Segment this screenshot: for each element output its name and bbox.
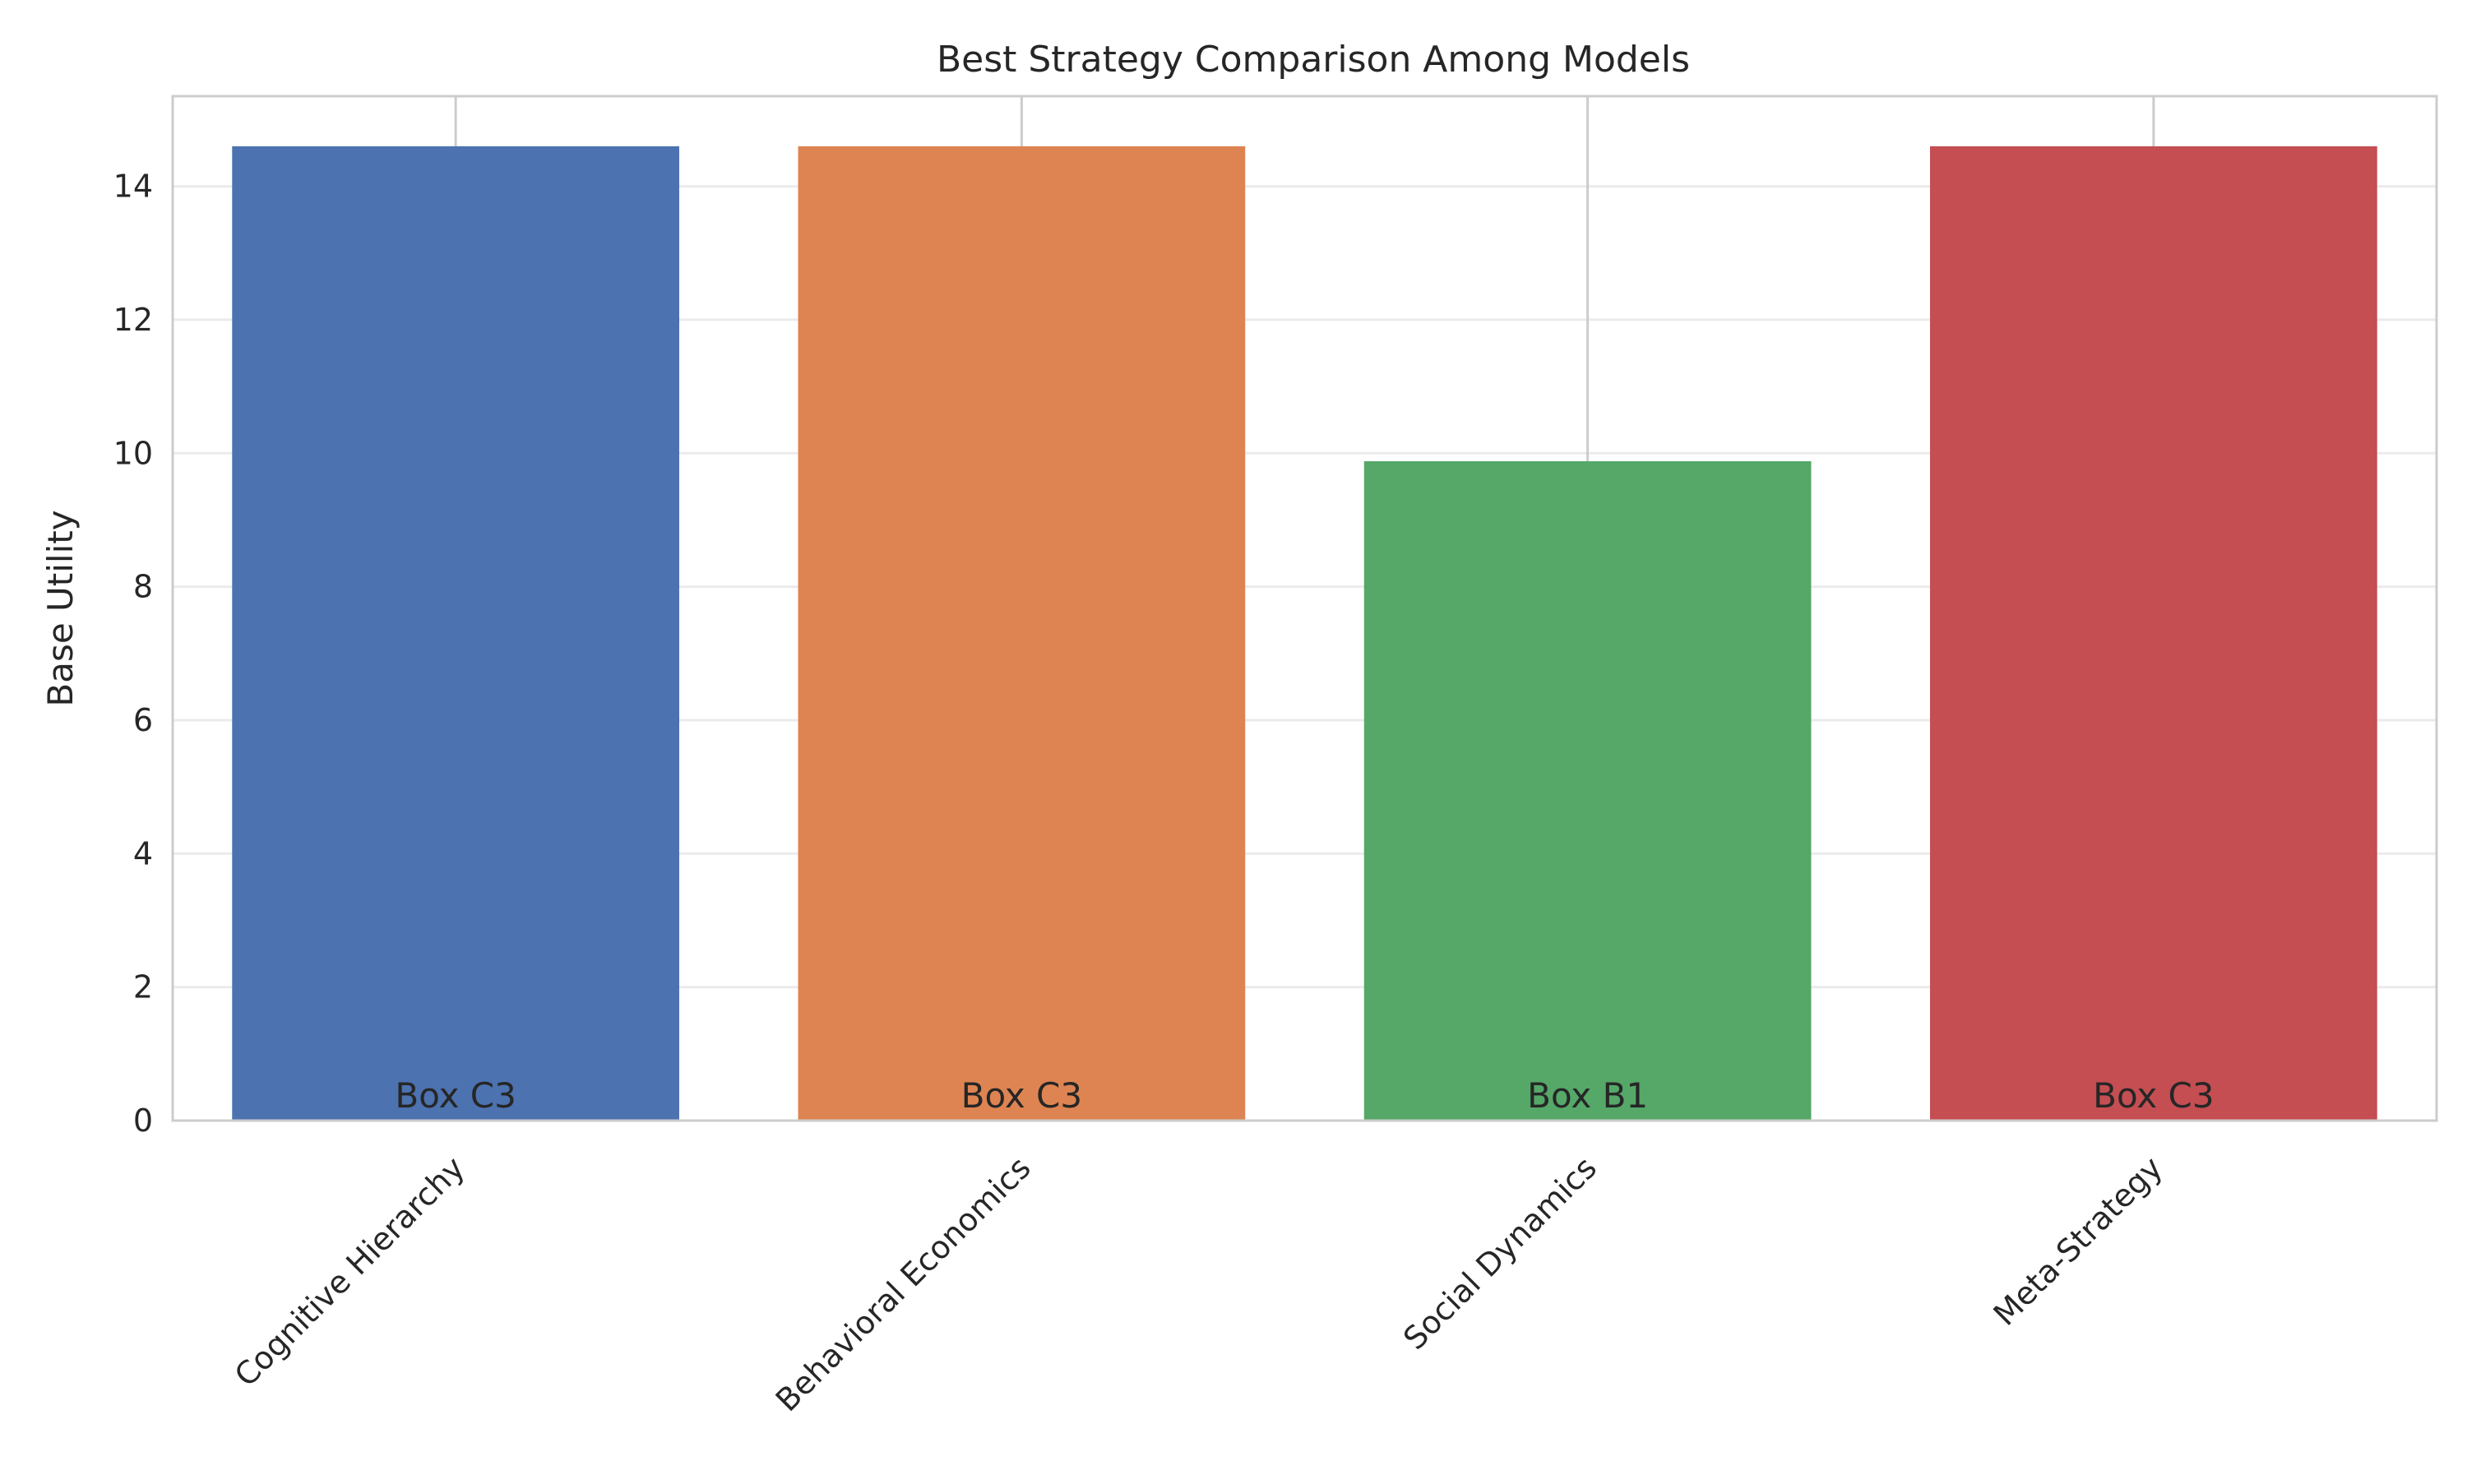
bar-labels: Box C3 Box C3 Box B1 Box C3 [395,1075,2214,1116]
bar-social-dynamics [1363,461,1812,1121]
x-tick-label-social-dynamics: Social Dynamics [1396,1149,1604,1357]
whiskers [454,96,2155,462]
y-axis-ticks: 0 2 4 6 8 10 12 14 [113,169,153,1139]
y-axis-label: Base Utility [40,510,81,706]
bars [232,146,2377,1121]
chart-title: Best Strategy Comparison Among Models [937,39,1690,81]
bar-label-meta-strategy: Box C3 [2093,1075,2214,1116]
y-tick-label: 0 [133,1103,153,1139]
x-tick-label-behavioral-economics: Behavioral Economics [769,1149,1038,1418]
bar-label-social-dynamics: Box B1 [1527,1075,1648,1116]
y-tick-label: 4 [133,835,153,871]
bar-meta-strategy [1930,146,2377,1121]
y-tick-label: 6 [133,702,153,738]
bar-cognitive-hierarchy [232,146,679,1121]
x-axis-ticks: Cognitive Hierarchy Behavioral Economics S… [228,1149,2169,1418]
bar-label-behavioral-economics: Box C3 [961,1075,1082,1116]
y-tick-label: 12 [113,302,153,338]
x-tick-label-cognitive-hierarchy: Cognitive Hierarchy [228,1149,472,1394]
y-tick-label: 8 [133,569,153,605]
y-tick-label: 2 [133,969,153,1006]
y-tick-label: 10 [113,435,153,471]
x-tick-label-meta-strategy: Meta-Strategy [1987,1149,2170,1333]
plot-frame [171,95,2438,1122]
bar-label-cognitive-hierarchy: Box C3 [395,1075,516,1116]
y-tick-label: 14 [113,169,153,205]
bar-behavioral-economics [798,146,1246,1121]
